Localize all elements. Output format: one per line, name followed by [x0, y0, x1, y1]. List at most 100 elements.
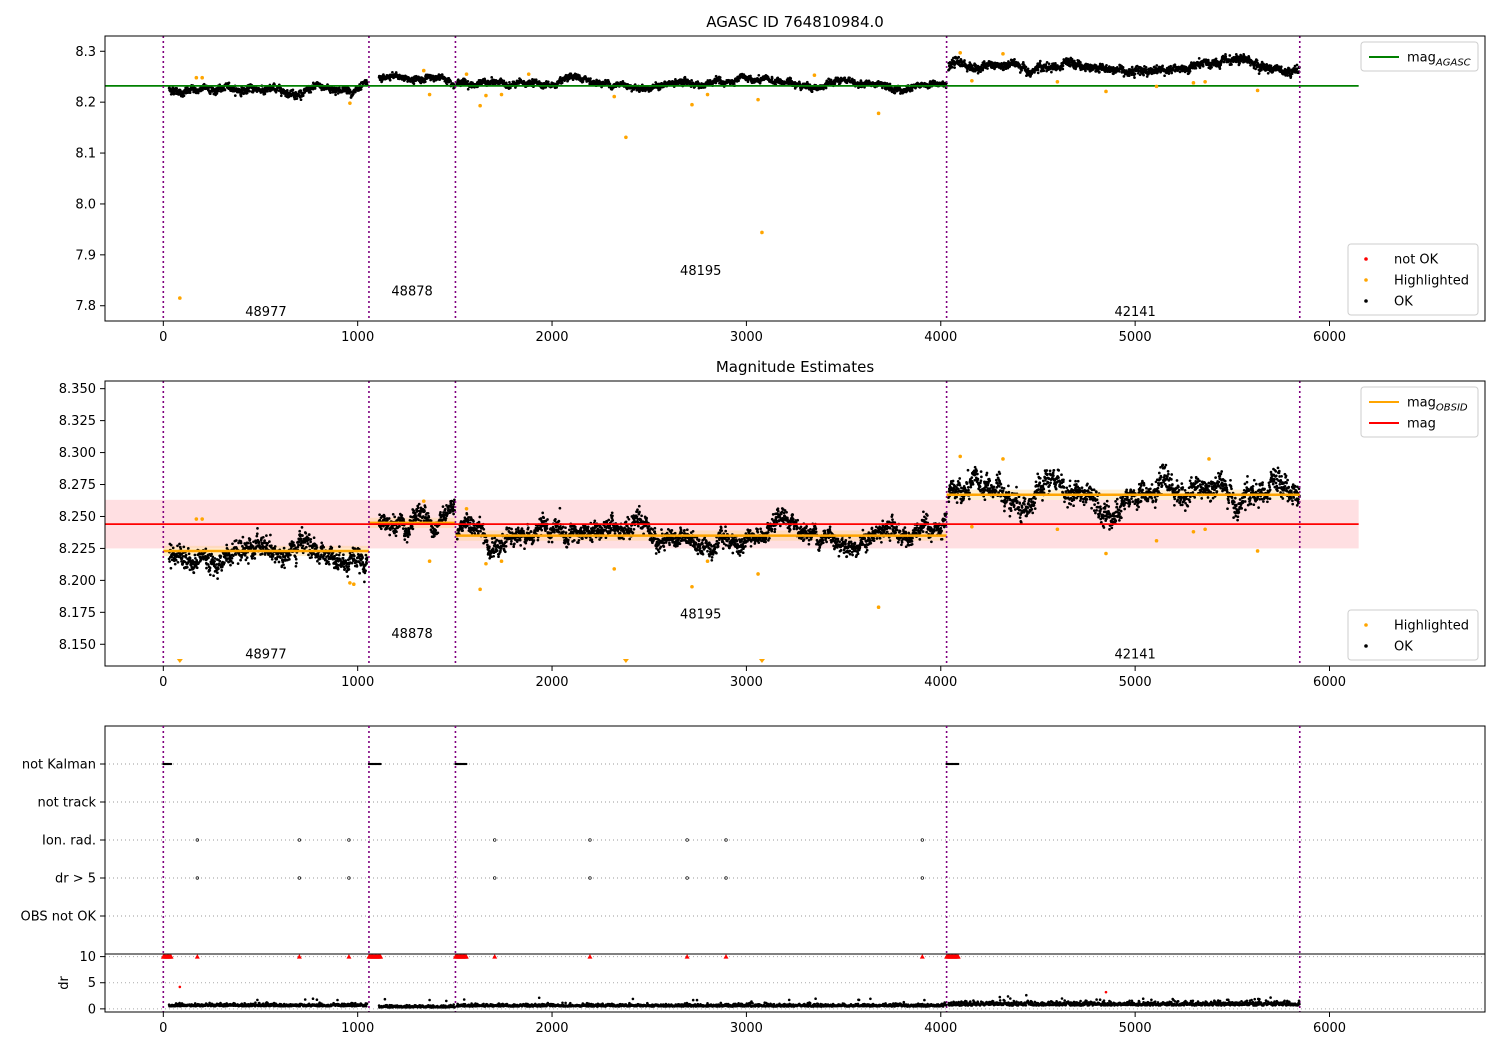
highlighted-point: [958, 50, 963, 55]
ok-point: [299, 89, 303, 92]
ok-point: [223, 88, 227, 92]
ok-point: [234, 539, 238, 542]
ok-point: [216, 571, 219, 575]
ok-point: [810, 90, 814, 94]
ok-point: [229, 563, 232, 567]
ok-point: [301, 94, 305, 98]
ok-point: [299, 98, 303, 102]
ok-point: [219, 554, 223, 558]
ok-point: [233, 94, 237, 97]
ok-point: [412, 82, 416, 86]
ok-point: [953, 66, 956, 69]
ok-point: [1295, 63, 1299, 67]
highlighted-point: [756, 97, 760, 102]
ok-point: [225, 543, 229, 547]
ok-point: [608, 82, 612, 86]
ok-point: [206, 563, 210, 566]
ok-point: [1118, 70, 1121, 73]
ok-point: [320, 88, 324, 92]
ok-point: [270, 544, 273, 548]
ok-point: [843, 76, 847, 80]
ok-point: [481, 81, 485, 85]
ok-point: [982, 60, 986, 63]
ok-point: [1163, 74, 1166, 78]
ok-point: [1173, 63, 1177, 67]
ok-point: [239, 541, 243, 545]
ok-point: [1036, 68, 1040, 72]
ok-point: [1238, 62, 1241, 65]
highlighted-point: [478, 103, 482, 108]
ok-point: [169, 566, 173, 570]
ok-point: [288, 558, 291, 561]
highlighted-point: [612, 94, 617, 99]
ok-point: [1061, 67, 1065, 71]
ok-point: [250, 557, 254, 560]
ok-point: [1020, 69, 1023, 72]
plot-area: [105, 454, 1359, 663]
ok-point: [245, 556, 249, 559]
ok-point: [423, 80, 427, 84]
ok-point: [213, 559, 216, 563]
highlighted-point: [970, 78, 974, 83]
ok-point: [1167, 72, 1171, 75]
ok-point: [833, 82, 837, 86]
ok-point: [974, 63, 977, 67]
highlighted-point: [1154, 84, 1159, 89]
obsid-label: 42141: [1114, 305, 1155, 320]
ok-point: [218, 559, 222, 563]
ok-point: [848, 76, 851, 80]
ok-point: [1289, 74, 1293, 78]
ok-point: [212, 574, 215, 578]
x-tick-label: 5000: [1119, 330, 1152, 345]
ok-point: [170, 555, 174, 559]
ok-point: [208, 569, 212, 572]
ok-point: [283, 566, 286, 570]
ok-point: [253, 557, 257, 560]
ok-point: [256, 527, 259, 530]
ok-point: [195, 566, 199, 570]
ok-point: [737, 79, 740, 83]
ok-point: [508, 80, 511, 84]
ok-point: [255, 534, 259, 538]
ok-point: [263, 92, 267, 96]
ok-point: [1266, 71, 1270, 75]
ok-point: [1050, 70, 1053, 74]
highlighted-point: [1191, 81, 1196, 85]
ok-point: [269, 533, 272, 537]
ok-point: [192, 571, 196, 575]
ok-point: [188, 556, 192, 560]
ok-point: [546, 80, 550, 84]
ok-point: [690, 79, 693, 82]
ok-point: [466, 87, 470, 91]
ok-point: [173, 562, 177, 566]
ok-point: [251, 545, 255, 548]
ok-point: [466, 79, 470, 83]
ok-point: [231, 561, 235, 565]
x-tick-label: 1000: [341, 330, 374, 345]
ok-point: [266, 89, 269, 93]
ok-point: [1169, 64, 1173, 68]
ok-point: [187, 552, 191, 556]
legend-dot-swatch: [1364, 299, 1368, 303]
highlighted-point: [348, 101, 352, 105]
ok-point: [1178, 70, 1182, 74]
ok-point: [509, 86, 512, 90]
ok-point: [1142, 73, 1145, 77]
ok-point: [1061, 64, 1065, 68]
ok-point: [1026, 67, 1030, 71]
ok-point: [176, 560, 180, 564]
ok-point: [334, 93, 337, 97]
ok-point: [273, 560, 277, 564]
ok-point: [1230, 63, 1233, 66]
ok-point: [277, 560, 281, 564]
ok-point: [210, 552, 213, 556]
ok-point: [247, 562, 250, 565]
ok-point: [184, 553, 188, 557]
highlighted-point: [624, 135, 628, 140]
ok-point: [910, 89, 914, 92]
ok-point: [560, 81, 564, 85]
ok-point: [248, 89, 252, 93]
y-tick-label: 8.1: [75, 147, 96, 162]
